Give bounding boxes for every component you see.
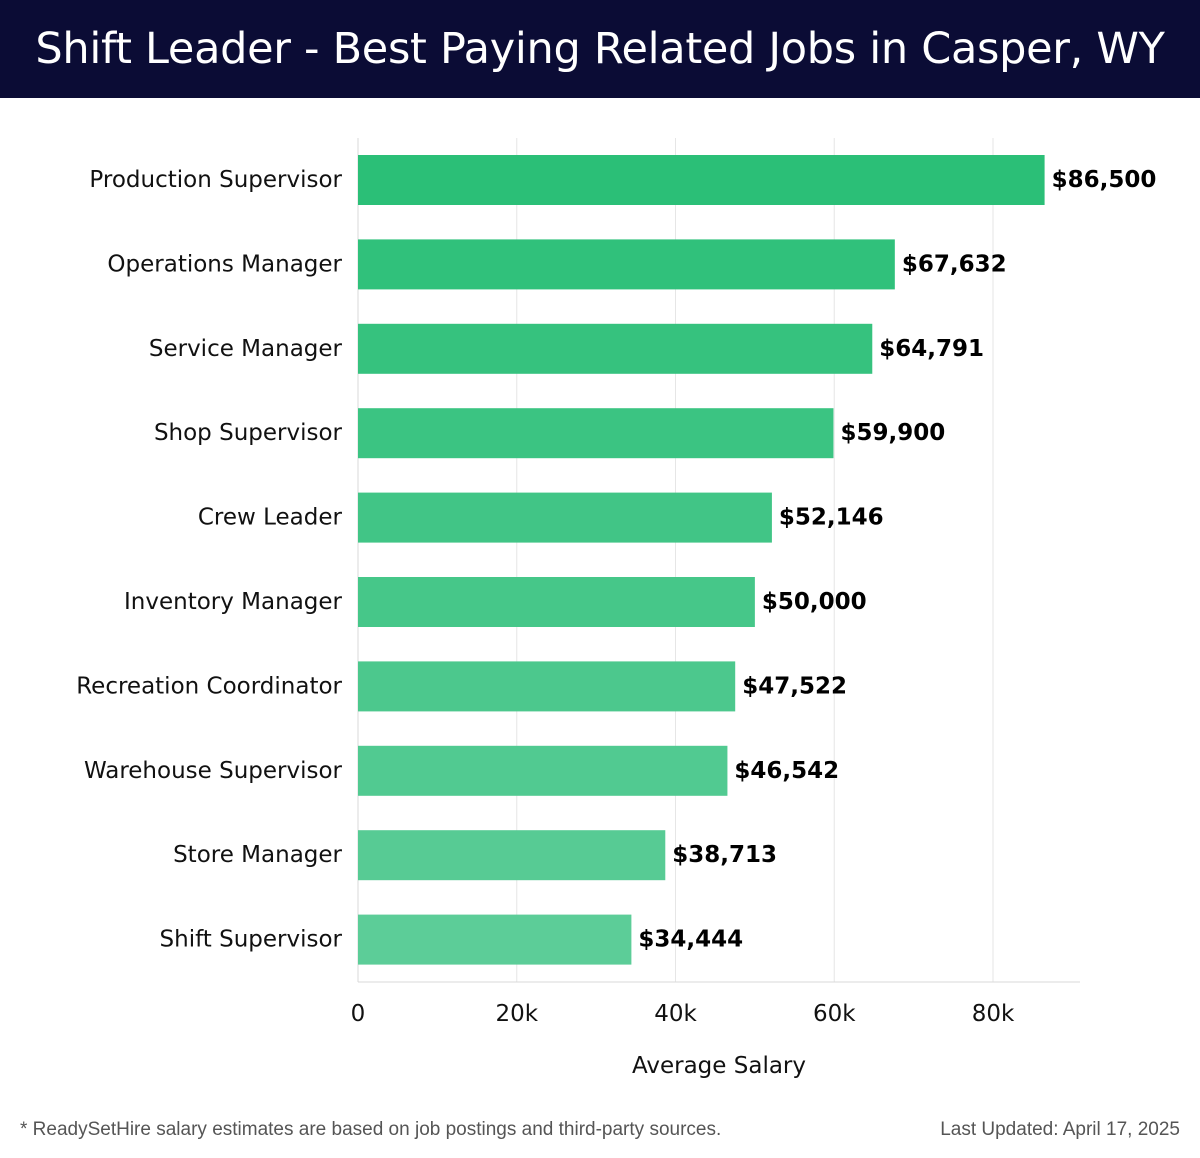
value-label-4: $52,146 <box>779 505 884 531</box>
value-label-6: $47,522 <box>742 673 847 699</box>
x-tick-label: 0 <box>351 1001 366 1027</box>
bar-7 <box>358 745 728 796</box>
value-label-0: $86,500 <box>1052 167 1157 193</box>
category-label-3: Shop Supervisor <box>154 420 343 446</box>
bar-8 <box>358 830 666 881</box>
footer-last-updated: Last Updated: April 17, 2025 <box>940 1119 1180 1140</box>
chart-title: Shift Leader - Best Paying Related Jobs … <box>35 24 1165 74</box>
value-label-3: $59,900 <box>840 420 945 446</box>
bar-0 <box>358 155 1045 205</box>
bar-5 <box>358 577 755 627</box>
salary-bar-chart: Production Supervisor $86,500 Operations M… <box>76 138 1157 1079</box>
category-label-2: Service Manager <box>149 336 343 362</box>
x-tick-label: 40k <box>654 1001 697 1027</box>
category-label-9: Shift Supervisor <box>160 927 343 953</box>
category-label-6: Recreation Coordinator <box>76 673 342 699</box>
value-label-1: $67,632 <box>902 251 1007 277</box>
bar-3 <box>358 408 834 459</box>
value-label-5: $50,000 <box>762 589 867 615</box>
bar-6 <box>358 661 736 712</box>
chart-header: Shift Leader - Best Paying Related Jobs … <box>0 0 1200 98</box>
x-tick-label: 80k <box>972 1001 1015 1027</box>
x-tick-label: 20k <box>495 1001 538 1027</box>
value-label-8: $38,713 <box>672 842 777 868</box>
value-label-7: $46,542 <box>734 758 839 784</box>
x-axis-title: Average Salary <box>632 1053 806 1079</box>
value-label-2: $64,791 <box>879 336 984 362</box>
category-label-1: Operations Manager <box>107 251 342 277</box>
category-label-7: Warehouse Supervisor <box>84 758 343 784</box>
category-label-8: Store Manager <box>173 842 342 868</box>
x-tick-label: 60k <box>813 1001 856 1027</box>
bar-1 <box>358 239 895 290</box>
footer-disclaimer: * ReadySetHire salary estimates are base… <box>20 1119 722 1140</box>
bar-2 <box>358 323 873 374</box>
category-label-5: Inventory Manager <box>124 589 343 615</box>
category-label-4: Crew Leader <box>198 505 343 531</box>
value-label-9: $34,444 <box>638 927 743 953</box>
bar-4 <box>358 492 772 543</box>
category-label-0: Production Supervisor <box>89 167 342 193</box>
bar-9 <box>358 914 632 965</box>
